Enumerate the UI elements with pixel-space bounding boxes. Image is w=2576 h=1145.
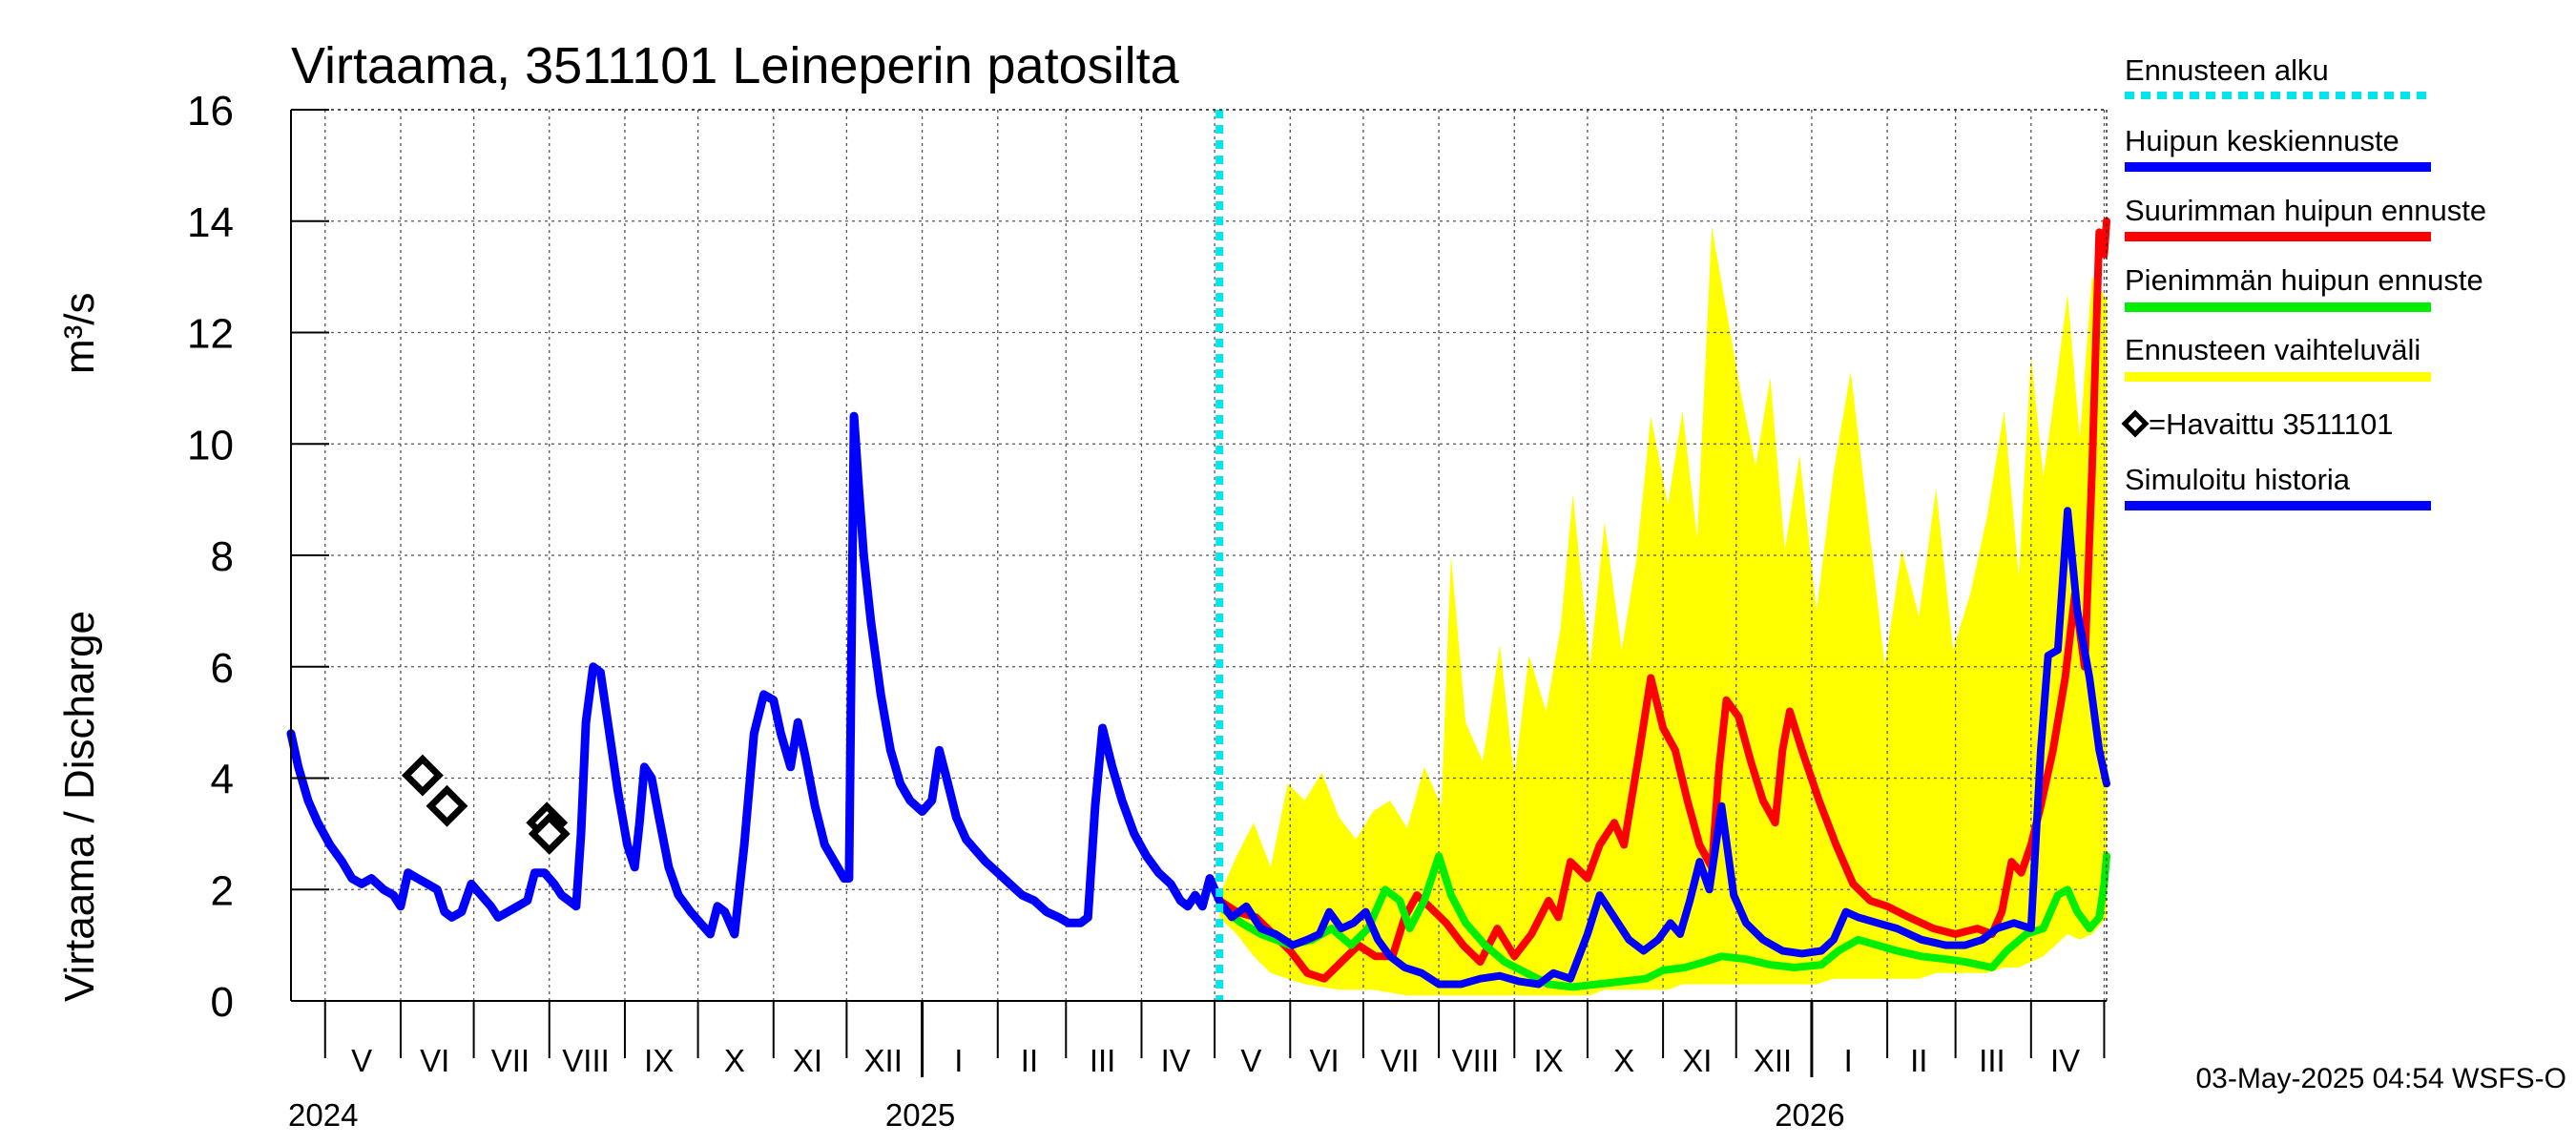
legend-diamond-icon bbox=[2121, 409, 2150, 438]
observations-layer bbox=[401, 754, 571, 855]
month-label: XI bbox=[1682, 1043, 1712, 1078]
month-label: IX bbox=[644, 1043, 674, 1078]
month-label: I bbox=[954, 1043, 963, 1078]
month-label: V bbox=[1240, 1043, 1261, 1078]
observation-marker bbox=[401, 754, 444, 797]
month-label: XII bbox=[1754, 1043, 1792, 1078]
month-label: III bbox=[1979, 1043, 2005, 1078]
legend-label-ennusteen-vaihteluv-li: Ennusteen vaihteluväli bbox=[2125, 333, 2420, 366]
legend-label-suurimman-huipun-ennuste: Suurimman huipun ennuste bbox=[2125, 194, 2486, 227]
series-line-huipun-keskiennuste bbox=[1215, 507, 2110, 989]
month-label: X bbox=[1613, 1043, 1634, 1078]
month-label: VII bbox=[491, 1043, 530, 1078]
month-label: VI bbox=[1309, 1043, 1339, 1078]
legend-label-simuloitu-historia: Simuloitu historia bbox=[2125, 463, 2351, 496]
month-label: VII bbox=[1381, 1043, 1419, 1078]
month-label: I bbox=[1844, 1043, 1853, 1078]
month-label: XII bbox=[864, 1043, 903, 1078]
month-label: II bbox=[1910, 1043, 1927, 1078]
month-label: V bbox=[351, 1043, 372, 1078]
y-tick-label: 14 bbox=[187, 199, 234, 246]
month-label: IV bbox=[2050, 1043, 2080, 1078]
y-tick-label: 10 bbox=[187, 422, 234, 468]
legend-label-havaittu-3511101: =Havaittu 3511101 bbox=[2149, 407, 2394, 441]
month-label: XI bbox=[793, 1043, 822, 1078]
y-tick-label: 0 bbox=[211, 979, 234, 1026]
legend-label-ennusteen-alku: Ennusteen alku bbox=[2125, 53, 2329, 87]
series-line-simuloitu-historia bbox=[286, 411, 1224, 939]
year-label: 2024 bbox=[288, 1097, 358, 1133]
y-tick-label: 12 bbox=[187, 311, 234, 358]
series-line-pienimm-n-huipun-ennuste bbox=[1215, 852, 2110, 991]
month-label: IV bbox=[1161, 1043, 1191, 1078]
month-label: VIII bbox=[1452, 1043, 1500, 1078]
month-label: III bbox=[1090, 1043, 1116, 1078]
month-label: II bbox=[1021, 1043, 1038, 1078]
y-axis-label: Virtaama / Discharge bbox=[56, 611, 103, 1002]
y-tick-label: 2 bbox=[211, 867, 234, 914]
observation-marker bbox=[426, 784, 468, 827]
y-axis-unit: m³/s bbox=[56, 292, 103, 374]
series-line-suurimman-huipun-ennuste bbox=[1215, 217, 2110, 983]
series-lines-layer bbox=[286, 110, 2110, 1001]
legend-label-pienimm-n-huipun-ennuste: Pienimmän huipun ennuste bbox=[2125, 263, 2483, 297]
timestamp-footer: 03-May-2025 04:54 WSFS-O bbox=[2196, 1063, 2567, 1094]
chart-title: Virtaama, 3511101 Leineperin patosilta bbox=[291, 37, 1180, 94]
year-label: 2025 bbox=[885, 1097, 955, 1133]
legend: Ennusteen alku Huipun keskiennuste Suurimm… bbox=[2121, 53, 2486, 510]
month-label: VI bbox=[420, 1043, 449, 1078]
month-label: X bbox=[724, 1043, 745, 1078]
y-tick-label: 16 bbox=[187, 88, 234, 135]
y-tick-label: 8 bbox=[211, 533, 234, 580]
legend-label-huipun-keskiennuste: Huipun keskiennuste bbox=[2125, 124, 2399, 157]
month-label: VIII bbox=[562, 1043, 610, 1078]
y-tick-label: 4 bbox=[211, 757, 234, 803]
y-tick-label: 6 bbox=[211, 645, 234, 692]
month-label: IX bbox=[1533, 1043, 1563, 1078]
year-label: 2026 bbox=[1775, 1097, 1844, 1133]
observation-marker bbox=[528, 812, 571, 855]
